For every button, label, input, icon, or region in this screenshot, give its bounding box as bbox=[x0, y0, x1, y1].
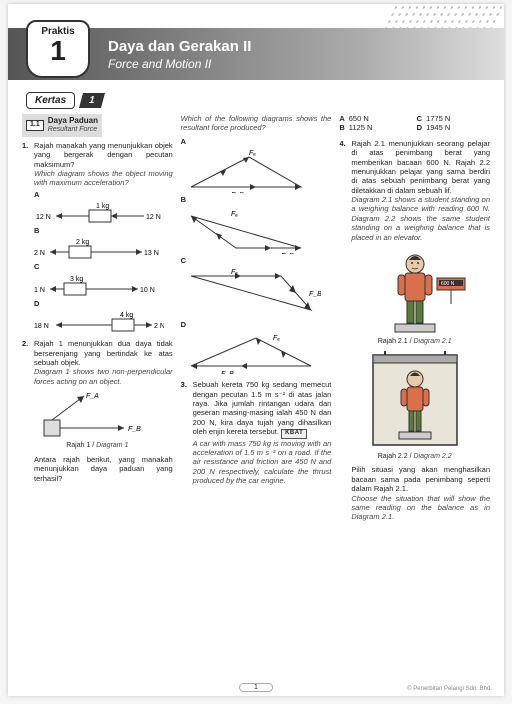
q4-ms: Rajah 2.1 menunjukkan seorang pelajar di… bbox=[351, 139, 490, 195]
section-ms: Daya Paduan bbox=[48, 116, 98, 126]
svg-text:F_B: F_B bbox=[128, 426, 141, 433]
q1-opt-c-label: C bbox=[34, 262, 173, 271]
diagram-2-2: Rajah 2.2 / Diagram 2.2 bbox=[355, 351, 475, 462]
svg-text:12 N: 12 N bbox=[36, 214, 51, 221]
kertas-number: 1 bbox=[79, 93, 105, 108]
svg-text:1 N: 1 N bbox=[34, 287, 45, 294]
q2-opt-b: B bbox=[181, 195, 332, 204]
question-3: 3. Sebuah kereta 750 kg sedang memecut d… bbox=[181, 380, 332, 485]
kertas-label: Kertas bbox=[26, 92, 75, 109]
kertas-row: Kertas 1 bbox=[26, 92, 103, 109]
q2-svg: F_B F_A bbox=[34, 390, 144, 440]
q4-ask-ms: Pilih situasi yang akan menghasilkan bac… bbox=[351, 465, 490, 493]
svg-text:600 N: 600 N bbox=[441, 281, 455, 287]
triangle-a: Fₐ F_B bbox=[181, 147, 321, 193]
praktis-badge: Praktis 1 bbox=[26, 20, 90, 78]
triangle-b: Fₐ F_B bbox=[181, 206, 321, 254]
svg-text:2 N: 2 N bbox=[154, 323, 164, 330]
q4-ask-en: Choose the situation that will show the … bbox=[351, 494, 490, 522]
column-2: Which of the following diagrams shows th… bbox=[181, 114, 332, 676]
svg-text:F_B: F_B bbox=[221, 371, 234, 374]
svg-text:18 N: 18 N bbox=[34, 323, 49, 330]
q2-ask-ms: Antara rajah berikut, yang manakah menun… bbox=[34, 455, 173, 483]
title-ms: Daya dan Gerakan II bbox=[108, 38, 251, 55]
q1-diagram-b: 2 kg 2 N 13 N bbox=[34, 236, 173, 260]
svg-text:3 kg: 3 kg bbox=[70, 276, 83, 283]
q1-opt-a-label: A bbox=[34, 190, 173, 199]
force-svg-b: 2 kg 2 N 13 N bbox=[34, 236, 164, 260]
q2-opt-d: D bbox=[181, 320, 332, 329]
q3-number: 3. bbox=[181, 380, 193, 389]
column-3: A650 N C1775 N B1125 N D1945 N 4. Rajah … bbox=[339, 114, 490, 676]
cap-2-1: Rajah 2.1 / Diagram 2.1 bbox=[355, 338, 475, 347]
q4-en: Diagram 2.1 shows a student standing on … bbox=[351, 195, 490, 242]
student-svg-2 bbox=[355, 351, 475, 451]
triangle-c: Fₐ F_B bbox=[181, 266, 321, 318]
q1-opt-b-label: B bbox=[34, 226, 173, 235]
svg-text:Fₐ: Fₐ bbox=[249, 150, 256, 157]
q1-opt-d-label: D bbox=[34, 299, 173, 308]
praktis-number: 1 bbox=[28, 37, 88, 65]
section-tag: 1.1 Daya Paduan Resultant Force bbox=[22, 114, 102, 137]
question-2: 2. Rajah 1 menunjukkan dua daya tidak be… bbox=[22, 339, 173, 483]
question-4: 4. Rajah 2.1 menunjukkan seorang pelajar… bbox=[339, 139, 490, 522]
force-svg-a: 1 kg 12 N 12 N bbox=[34, 200, 164, 224]
cap-2-2: Rajah 2.2 / Diagram 2.2 bbox=[355, 453, 475, 462]
q2-body: Rajah 1 menunjukkan dua daya tidak berse… bbox=[34, 339, 173, 386]
q2-opt-c: C bbox=[181, 256, 332, 265]
q4-body: Rajah 2.1 menunjukkan seorang pelajar di… bbox=[351, 139, 490, 242]
q2-caption: Rajah 1 / Diagram 1 bbox=[22, 442, 173, 451]
q2-diagram: F_B F_A bbox=[34, 390, 173, 440]
q4-number: 4. bbox=[339, 139, 351, 148]
title-en: Force and Motion II bbox=[108, 57, 251, 71]
section-num: 1.1 bbox=[26, 120, 44, 131]
q4-ask: Pilih situasi yang akan menghasilkan bac… bbox=[351, 465, 490, 521]
page-number: 1 bbox=[239, 683, 273, 692]
svg-text:F_B: F_B bbox=[231, 192, 244, 193]
svg-text:Fₐ: Fₐ bbox=[231, 269, 238, 276]
column-1: 1.1 Daya Paduan Resultant Force 1. Rajah… bbox=[22, 114, 173, 676]
svg-text:F_A: F_A bbox=[86, 393, 99, 400]
svg-text:10 N: 10 N bbox=[140, 287, 155, 294]
q3-en: A car with mass 750 kg is moving with an… bbox=[193, 439, 332, 486]
svg-text:2 N: 2 N bbox=[34, 250, 45, 257]
force-svg-d: 4 kg 18 N 2 N bbox=[34, 309, 164, 333]
diagram-2-1: 600 N Rajah 2.1 / Diagram 2.1 bbox=[355, 246, 475, 347]
svg-text:1 kg: 1 kg bbox=[96, 203, 109, 210]
section-en: Resultant Force bbox=[48, 126, 98, 135]
chapter-header: Praktis 1 Daya dan Gerakan II Force and … bbox=[8, 28, 504, 80]
q1-ms: Rajah manakah yang menunjukkan objek yan… bbox=[34, 141, 173, 169]
svg-text:13 N: 13 N bbox=[144, 250, 159, 257]
svg-text:Fₐ: Fₐ bbox=[231, 211, 238, 218]
page: Praktis 1 Daya dan Gerakan II Force and … bbox=[8, 4, 504, 696]
q3-body: Sebuah kereta 750 kg sedang memecut deng… bbox=[193, 380, 332, 485]
triangle-d: Fₐ F_B bbox=[181, 330, 321, 374]
q2-opt-a: A bbox=[181, 137, 332, 146]
svg-text:F_B: F_B bbox=[281, 253, 294, 254]
svg-text:12 N: 12 N bbox=[146, 214, 161, 221]
question-1: 1. Rajah manakah yang menunjukkan objek … bbox=[22, 141, 173, 333]
q2-en: Diagram 1 shows two non-perpendicular fo… bbox=[34, 367, 173, 385]
q1-diagram-a: 1 kg 12 N 12 N bbox=[34, 200, 173, 224]
svg-text:Fₐ: Fₐ bbox=[273, 335, 280, 342]
q1-diagram-c: 3 kg 1 N 10 N bbox=[34, 273, 173, 297]
q3-ms: Sebuah kereta 750 kg sedang memecut deng… bbox=[193, 380, 332, 436]
copyright: © Penerbitan Pelangi Sdn. Bhd. bbox=[407, 686, 492, 692]
content-columns: 1.1 Daya Paduan Resultant Force 1. Rajah… bbox=[22, 114, 490, 676]
kbat-badge: KBAT bbox=[281, 429, 307, 439]
q2-ask: Antara rajah berikut, yang manakah menun… bbox=[34, 455, 173, 483]
student-svg-1: 600 N bbox=[355, 246, 475, 336]
q1-number: 1. bbox=[22, 141, 34, 150]
q1-en: Which diagram shows the object moving wi… bbox=[34, 169, 173, 187]
force-svg-c: 3 kg 1 N 10 N bbox=[34, 273, 164, 297]
q3-options: A650 N C1775 N B1125 N D1945 N bbox=[339, 114, 490, 133]
q1-body: Rajah manakah yang menunjukkan objek yan… bbox=[34, 141, 173, 188]
svg-text:2 kg: 2 kg bbox=[76, 239, 89, 246]
svg-text:4 kg: 4 kg bbox=[120, 312, 133, 319]
q1-diagram-d: 4 kg 18 N 2 N bbox=[34, 309, 173, 333]
q2-ask-en: Which of the following diagrams shows th… bbox=[181, 114, 332, 133]
q2-number: 2. bbox=[22, 339, 34, 348]
q2-ms: Rajah 1 menunjukkan dua daya tidak berse… bbox=[34, 339, 173, 367]
svg-text:F_B: F_B bbox=[309, 291, 321, 298]
